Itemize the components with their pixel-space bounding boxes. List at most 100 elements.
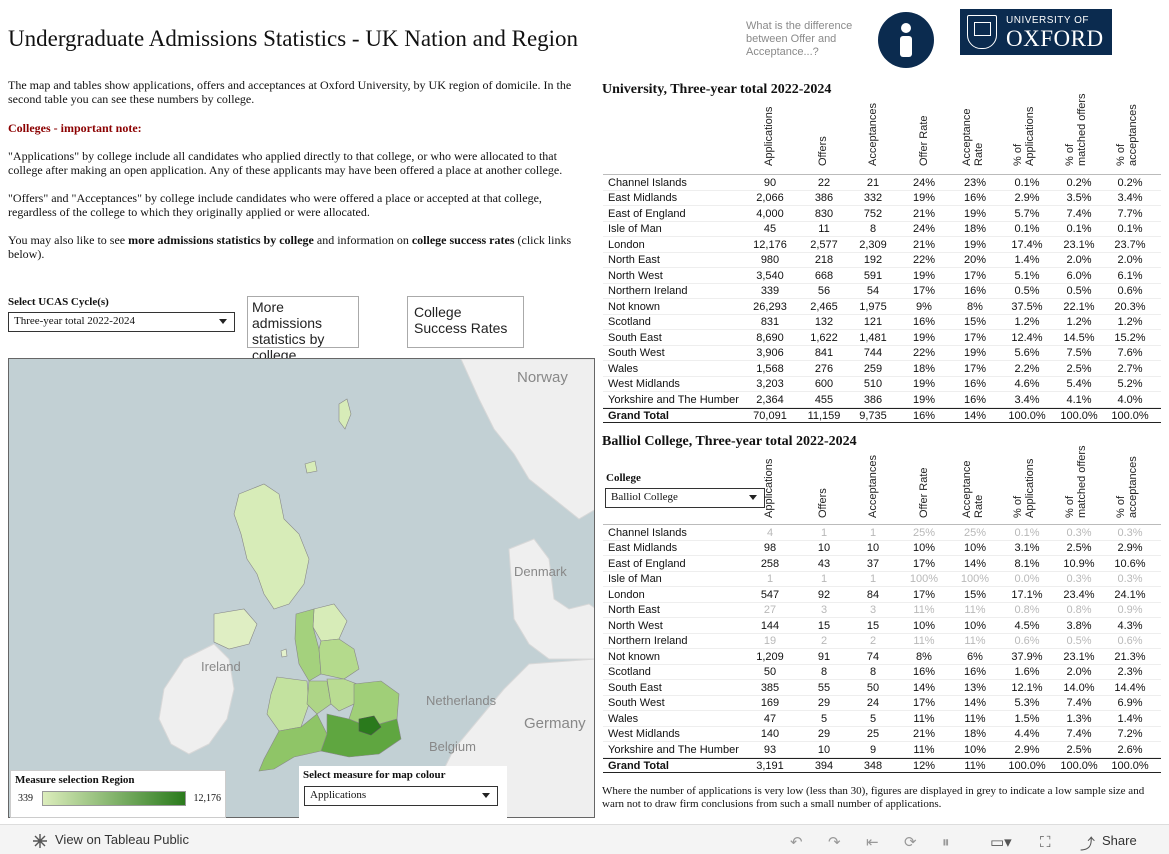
- table-cell: 4.1%: [1066, 393, 1092, 406]
- table-row: Wales 47 5 5 11% 11% 1.5% 1.3% 1.4%: [603, 711, 1161, 727]
- region-yorkshire[interactable]: [318, 638, 360, 680]
- table-cell: 259: [863, 362, 883, 375]
- region-isle-of-man[interactable]: [280, 648, 288, 658]
- table-cell: 11%: [913, 712, 935, 725]
- table-cell: 386: [814, 192, 834, 204]
- pause-icon[interactable]: ⏸: [942, 833, 950, 851]
- table-row: Scotland 831 132 121 16% 15% 1.2% 1.2% 1.2%: [603, 315, 1161, 330]
- table-cell: 9,735: [859, 410, 887, 422]
- ucas-cycle-select[interactable]: Three-year total 2022-2024: [8, 312, 235, 332]
- table-cell: 15.2%: [1114, 331, 1146, 344]
- table-cell: 1,622: [810, 331, 838, 344]
- offer-acceptance-help-link[interactable]: What is the difference between Offer and…: [746, 20, 853, 58]
- ucas-cycle-label: Select UCAS Cycle(s): [8, 296, 109, 308]
- table-cell: 5: [869, 712, 877, 725]
- map-measure-select[interactable]: Applications: [304, 786, 498, 806]
- college-success-rates-button[interactable]: College Success Rates: [407, 296, 524, 348]
- region-scotland[interactable]: [233, 483, 310, 610]
- table-cell: 19%: [912, 192, 936, 204]
- table-cell: 93: [763, 743, 777, 756]
- table-cell: 16%: [912, 410, 936, 422]
- college-header-line: acceptances: [1127, 456, 1139, 518]
- table-cell: 15: [817, 619, 831, 632]
- region-northern-ireland[interactable]: [213, 608, 258, 650]
- table-cell: 37.5%: [1011, 300, 1043, 313]
- table-row: North West 144 15 15 10% 10% 4.5% 3.8% 4.3%: [603, 618, 1161, 634]
- undo-icon[interactable]: ↶: [790, 833, 803, 851]
- more-admissions-stats-button[interactable]: More admissions statistics by college: [247, 296, 359, 363]
- table-cell: 9: [869, 743, 877, 756]
- redo-icon[interactable]: ↷: [828, 833, 841, 851]
- table-cell: 10%: [912, 542, 936, 554]
- ucas-cycle-value: Three-year total 2022-2024: [14, 315, 135, 327]
- table-cell: 1,481: [859, 331, 887, 344]
- table-cell: 2.0%: [1066, 666, 1092, 678]
- college-select[interactable]: Balliol College: [605, 488, 765, 508]
- table-cell: 84: [866, 588, 880, 601]
- table-cell: 1.2%: [1014, 316, 1040, 328]
- table-cell: 6.9%: [1117, 697, 1143, 709]
- row-label: Isle of Man: [608, 223, 662, 235]
- table-cell: 22%: [912, 254, 936, 266]
- fullscreen-icon[interactable]: ⛶: [1040, 833, 1051, 851]
- row-label: Northern Ireland: [608, 635, 688, 647]
- college-header-line: Rate: [973, 494, 985, 518]
- row-label: Yorkshire and The Humber: [608, 743, 739, 756]
- table-cell: 10%: [912, 619, 936, 632]
- table-cell: 4.0%: [1117, 393, 1143, 406]
- region-north-east[interactable]: [312, 603, 348, 642]
- region-west-midlands[interactable]: [306, 680, 332, 715]
- table-cell: 394: [814, 760, 834, 772]
- row-label: East of England: [608, 207, 686, 220]
- more-stats-note: You may also like to see more admissions…: [8, 233, 592, 261]
- table-cell: 2.9%: [1014, 743, 1040, 756]
- table-cell: 9%: [916, 300, 932, 313]
- table-cell: 3: [869, 604, 877, 616]
- revert-icon[interactable]: ⇤: [866, 833, 879, 851]
- university-header-4: Acceptance Rate: [961, 109, 985, 166]
- legend-min: 339: [18, 793, 33, 804]
- table-cell: 5.7%: [1014, 207, 1040, 220]
- row-label: Grand Total: [608, 410, 669, 422]
- view-on-tableau-link[interactable]: View on Tableau Public: [55, 832, 189, 847]
- college-header-line: Offer Rate: [918, 467, 930, 518]
- map-label-norway: Norway: [517, 369, 568, 386]
- table-cell: 6.1%: [1117, 269, 1143, 282]
- table-cell: 1,975: [859, 300, 887, 313]
- table-cell: 14%: [963, 410, 987, 422]
- table-cell: 12%: [912, 760, 936, 772]
- region-london[interactable]: [358, 715, 382, 736]
- table-cell: 15%: [963, 588, 987, 601]
- university-header-7: % of acceptances: [1115, 104, 1139, 166]
- college-header-line: matched offers: [1076, 445, 1088, 518]
- land-ireland: [158, 643, 235, 755]
- refresh-icon[interactable]: ⟳: [904, 833, 917, 851]
- table-cell: 1: [869, 526, 877, 539]
- table-cell: 3.1%: [1014, 542, 1040, 554]
- table-cell: 258: [760, 557, 780, 570]
- college-header-0: Applications: [763, 459, 775, 518]
- region-wales[interactable]: [266, 676, 310, 732]
- map-label-belgium: Belgium: [429, 739, 476, 754]
- university-header-line: Applications: [763, 106, 775, 166]
- comment-icon[interactable]: ▭▾: [990, 833, 1012, 851]
- table-cell: 25%: [963, 526, 987, 539]
- region-east-midlands[interactable]: [326, 678, 358, 712]
- info-button[interactable]: [878, 12, 934, 68]
- table-cell: 2.9%: [1117, 542, 1143, 554]
- table-cell: 668: [814, 269, 834, 282]
- table-cell: 2,066: [756, 192, 784, 204]
- share-icon[interactable]: ⤴: [1080, 835, 1096, 853]
- table-cell: 14.5%: [1063, 331, 1095, 344]
- table-cell: 55: [817, 681, 831, 694]
- table-cell: 10: [866, 542, 880, 554]
- uk-region-map[interactable]: Norway Denmark Ireland Netherlands Germa…: [8, 358, 595, 818]
- page-title: Undergraduate Admissions Statistics - UK…: [8, 26, 579, 51]
- university-header-line: Offer Rate: [918, 115, 930, 166]
- table-cell: 2.9%: [1014, 192, 1040, 204]
- college-header-line: Applications: [1024, 458, 1036, 518]
- share-button[interactable]: Share: [1102, 833, 1137, 848]
- table-cell: 24: [866, 697, 880, 709]
- row-label: Not known: [608, 650, 660, 663]
- college-header-2: Acceptances: [867, 455, 879, 518]
